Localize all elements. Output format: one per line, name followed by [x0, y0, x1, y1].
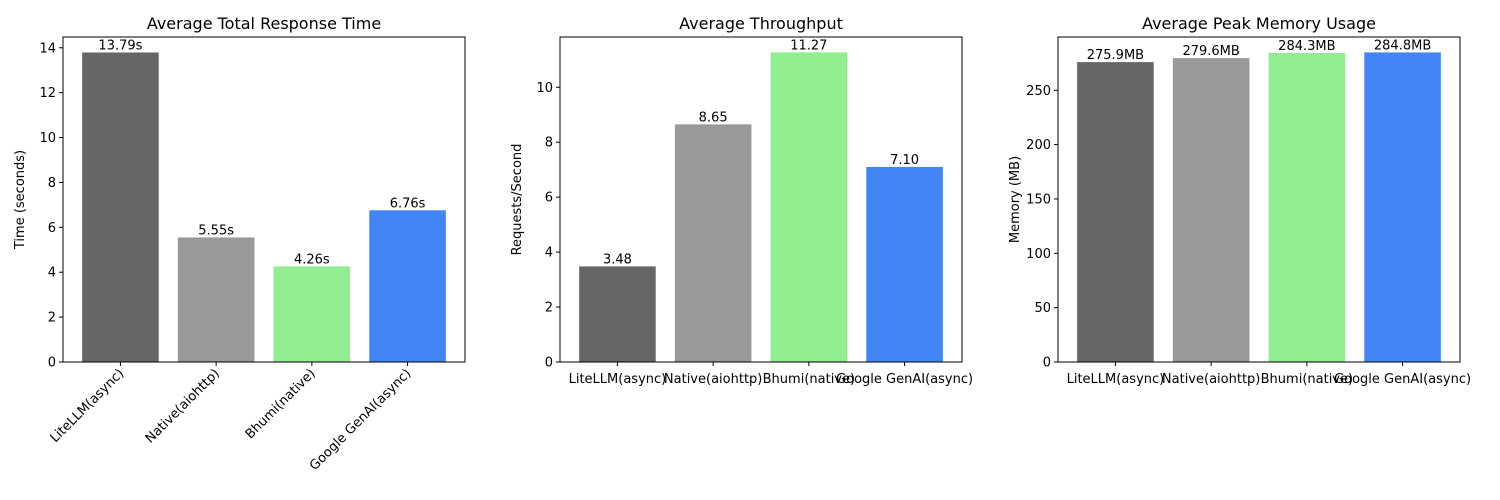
- memory-ytick-label-2: 100: [1026, 247, 1051, 262]
- throughput-bar-2: [770, 52, 848, 363]
- throughput-xtick-label-0: LiteLLM(async): [569, 372, 667, 387]
- response-time-chart-title: Average Total Response Time: [147, 14, 381, 33]
- response-time-plot-frame: [62, 36, 466, 363]
- chart-response-time: 13.79s 5.55s 4.26s 6.76s 0 2 4 6 8 10 12 14 LiteLLM(…: [13, 14, 466, 474]
- response-time-ytick-label-4: 8: [48, 176, 56, 191]
- response-time-bar-0: [82, 52, 159, 362]
- response-time-ytick-label-2: 4: [48, 266, 56, 281]
- throughput-bar-0: [579, 266, 656, 362]
- response-time-data-label-0: 13.79s: [98, 38, 142, 53]
- throughput-ytick-label-0: 0: [545, 356, 553, 371]
- response-time-ytick-label-1: 2: [48, 311, 56, 326]
- throughput-ytick-label-2: 4: [545, 246, 553, 261]
- memory-xtick-label-0: LiteLLM(async): [1067, 372, 1165, 387]
- response-time-data-label-1: 5.55s: [198, 223, 234, 238]
- memory-ytick-label-1: 50: [1034, 301, 1051, 316]
- throughput-data-label-2: 11.27: [790, 38, 827, 53]
- response-time-data-label-3: 6.76s: [390, 196, 426, 211]
- memory-data-label-0: 275.9MB: [1087, 48, 1144, 63]
- response-time-bar-3: [369, 210, 446, 362]
- throughput-ytick-label-3: 6: [545, 191, 553, 206]
- memory-ytick-label-0: 0: [1043, 356, 1051, 371]
- throughput-xtick-label-2: Bhumi(native): [763, 372, 855, 387]
- throughput-xtick-label-1: Native(aiohttp): [664, 372, 762, 387]
- memory-y-axis-label: Memory (MB): [1008, 156, 1023, 243]
- response-time-xtick-label-2: Bhumi(native): [243, 366, 319, 442]
- chart-memory: 275.9MB 279.6MB 284.3MB 284.8MB 0 50 100 150 200…: [1008, 14, 1471, 387]
- throughput-xtick-label-3: Google GenAI(async): [836, 372, 973, 387]
- throughput-bar-3: [866, 166, 943, 362]
- throughput-y-axis-label: Requests/Second: [510, 144, 525, 256]
- throughput-data-label-0: 3.48: [603, 252, 632, 267]
- throughput-data-label-1: 8.65: [699, 110, 728, 125]
- memory-ytick-label-4: 200: [1026, 138, 1051, 153]
- throughput-plot-frame: [559, 36, 963, 363]
- memory-data-label-2: 284.3MB: [1278, 39, 1335, 54]
- memory-data-label-3: 284.8MB: [1374, 38, 1431, 53]
- memory-xtick-label-3: Google GenAI(async): [1334, 372, 1471, 387]
- throughput-bar-1: [674, 124, 752, 362]
- response-time-ytick-label-7: 14: [39, 41, 56, 56]
- memory-xtick-label-2: Bhumi(native): [1261, 372, 1353, 387]
- response-time-ytick-label-5: 10: [39, 131, 56, 146]
- memory-bar-1: [1172, 58, 1250, 363]
- throughput-data-label-3: 7.10: [890, 153, 919, 168]
- response-time-ytick-label-6: 12: [39, 86, 56, 101]
- response-time-bar-2: [273, 266, 351, 362]
- response-time-bar-1: [177, 237, 255, 362]
- response-time-ytick-label-0: 0: [48, 356, 56, 371]
- response-time-y-axis-label: Time (seconds): [13, 150, 28, 250]
- memory-xtick-label-1: Native(aiohttp): [1162, 372, 1260, 387]
- response-time-xtick-label-0: LiteLLM(async): [48, 366, 128, 446]
- memory-plot-frame: [1057, 36, 1461, 363]
- memory-ytick-label-3: 150: [1026, 192, 1051, 207]
- memory-bar-2: [1268, 52, 1346, 362]
- response-time-xtick-label-3: Google GenAI(async): [307, 366, 414, 473]
- memory-data-label-1: 279.6MB: [1182, 44, 1239, 59]
- response-time-ytick-label-3: 6: [48, 221, 56, 236]
- throughput-ytick-label-1: 2: [545, 301, 553, 316]
- throughput-ytick-label-5: 10: [536, 81, 553, 96]
- memory-ytick-label-5: 250: [1026, 84, 1051, 99]
- throughput-chart-title: Average Throughput: [679, 14, 843, 33]
- chart-throughput: 3.48 8.65 11.27 7.10 0 2 4 6 8 10 LiteLLM(async)Na…: [510, 14, 973, 387]
- memory-bar-3: [1364, 52, 1441, 362]
- response-time-xtick-label-1: Native(aiohttp): [143, 366, 223, 446]
- memory-chart-title: Average Peak Memory Usage: [1142, 14, 1376, 33]
- throughput-ytick-label-4: 8: [545, 136, 553, 151]
- memory-bar-0: [1077, 62, 1154, 362]
- response-time-data-label-2: 4.26s: [294, 252, 330, 267]
